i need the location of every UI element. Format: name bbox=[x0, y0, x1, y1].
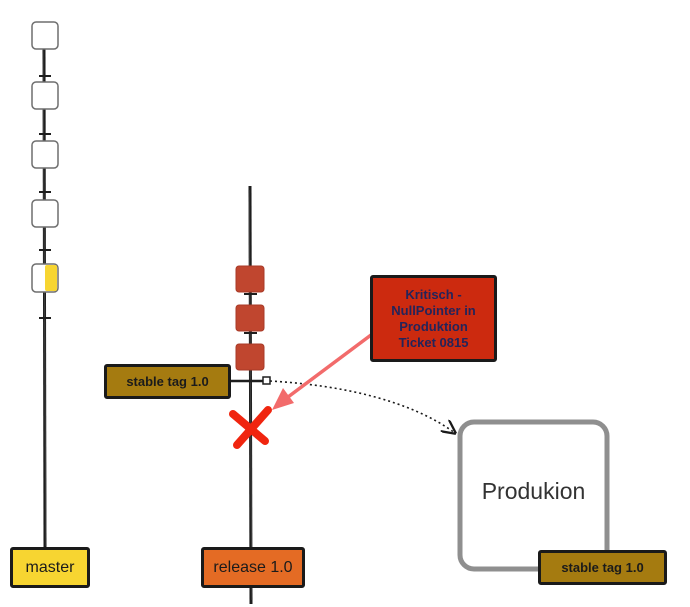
deploy-arrow bbox=[269, 380, 455, 433]
error-x-mark bbox=[229, 406, 272, 449]
master-branch-line bbox=[39, 47, 51, 549]
release-commit bbox=[235, 343, 265, 371]
master-commit bbox=[31, 199, 59, 228]
master-commit bbox=[31, 81, 59, 110]
tag-connector bbox=[231, 376, 271, 385]
production-stable-tag-label: stable tag 1.0 bbox=[538, 550, 667, 585]
master-commit bbox=[31, 21, 59, 50]
critical-arrow bbox=[272, 330, 377, 410]
production-title: Produkion bbox=[481, 478, 586, 504]
release-branch-line bbox=[244, 185, 257, 605]
release-commit bbox=[235, 265, 265, 293]
master-commit bbox=[31, 140, 59, 169]
release-branch-label: release 1.0 bbox=[201, 547, 305, 588]
production-box bbox=[457, 419, 610, 572]
master-branch-label: master bbox=[10, 547, 90, 588]
critical-issue-box: Kritisch - NullPointer in Produktion Tic… bbox=[370, 275, 497, 362]
stable-tag-label: stable tag 1.0 bbox=[104, 364, 231, 399]
release-commit bbox=[235, 304, 265, 332]
master-commit-half-filled bbox=[31, 263, 59, 293]
